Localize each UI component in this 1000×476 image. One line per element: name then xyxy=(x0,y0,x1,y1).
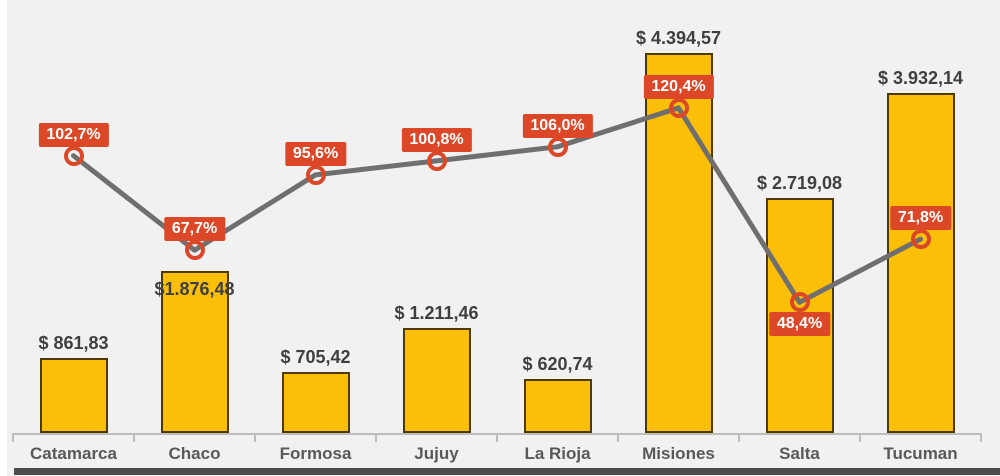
category-label-chaco: Chaco xyxy=(168,444,221,463)
category-label-catamarca: Catamarca xyxy=(30,444,117,463)
x-axis-tick xyxy=(12,433,14,442)
bar-value-label: $ 1.211,46 xyxy=(394,303,479,324)
bar-value-label: $ 861,83 xyxy=(38,333,109,354)
category-label-tucuman: Tucuman xyxy=(883,444,958,463)
line-marker-icon xyxy=(184,240,205,261)
footer-strip xyxy=(14,468,1000,475)
bar-chaco xyxy=(160,270,229,433)
category-label-misiones: Misiones xyxy=(642,444,715,463)
bar-value-label: $ 2.719,08 xyxy=(756,172,843,193)
percent-label: 106,0% xyxy=(522,113,593,138)
x-axis-tick xyxy=(375,433,377,442)
percent-label: 120,4% xyxy=(643,74,714,99)
x-axis-tick xyxy=(980,433,982,442)
percent-label: 71,8% xyxy=(889,206,952,231)
x-axis-tick xyxy=(859,433,861,442)
bar-value-label: $ 3.932,14 xyxy=(877,68,964,88)
percent-label: 67,7% xyxy=(163,217,226,242)
x-axis-tick xyxy=(496,433,498,442)
line-marker-icon xyxy=(63,145,84,166)
x-axis-tick xyxy=(738,433,740,442)
percent-label: 48,4% xyxy=(768,312,831,337)
category-label-salta: Salta xyxy=(779,444,820,463)
bar-formosa xyxy=(281,372,350,433)
line-marker-icon xyxy=(305,164,326,185)
percent-label: 102,7% xyxy=(38,122,109,147)
x-axis-tick xyxy=(133,433,135,442)
bar-value-label: $1.876,48 xyxy=(154,278,235,299)
category-label-formosa: Formosa xyxy=(279,444,352,463)
bar-value-label: $ 620,74 xyxy=(522,354,593,375)
line-marker-icon xyxy=(910,229,931,250)
percent-label: 100,8% xyxy=(401,127,472,152)
category-label-la-rioja: La Rioja xyxy=(524,444,591,463)
bar-catamarca xyxy=(39,358,108,433)
bar-tucuman xyxy=(886,92,955,433)
bar-jujuy xyxy=(402,328,471,433)
x-axis-tick xyxy=(254,433,256,442)
percent-label: 95,6% xyxy=(284,141,347,166)
category-label-jujuy: Jujuy xyxy=(414,444,459,463)
bar-la-rioja xyxy=(523,379,592,433)
bar-value-label: $ 705,42 xyxy=(280,347,351,368)
bar-value-label: $ 4.394,57 xyxy=(635,28,722,48)
line-marker-icon xyxy=(547,136,568,157)
line-marker-icon xyxy=(426,150,447,171)
x-axis-tick xyxy=(617,433,619,442)
left-edge-margin xyxy=(0,0,7,476)
line-marker-icon xyxy=(789,292,810,313)
line-marker-icon xyxy=(668,97,689,118)
